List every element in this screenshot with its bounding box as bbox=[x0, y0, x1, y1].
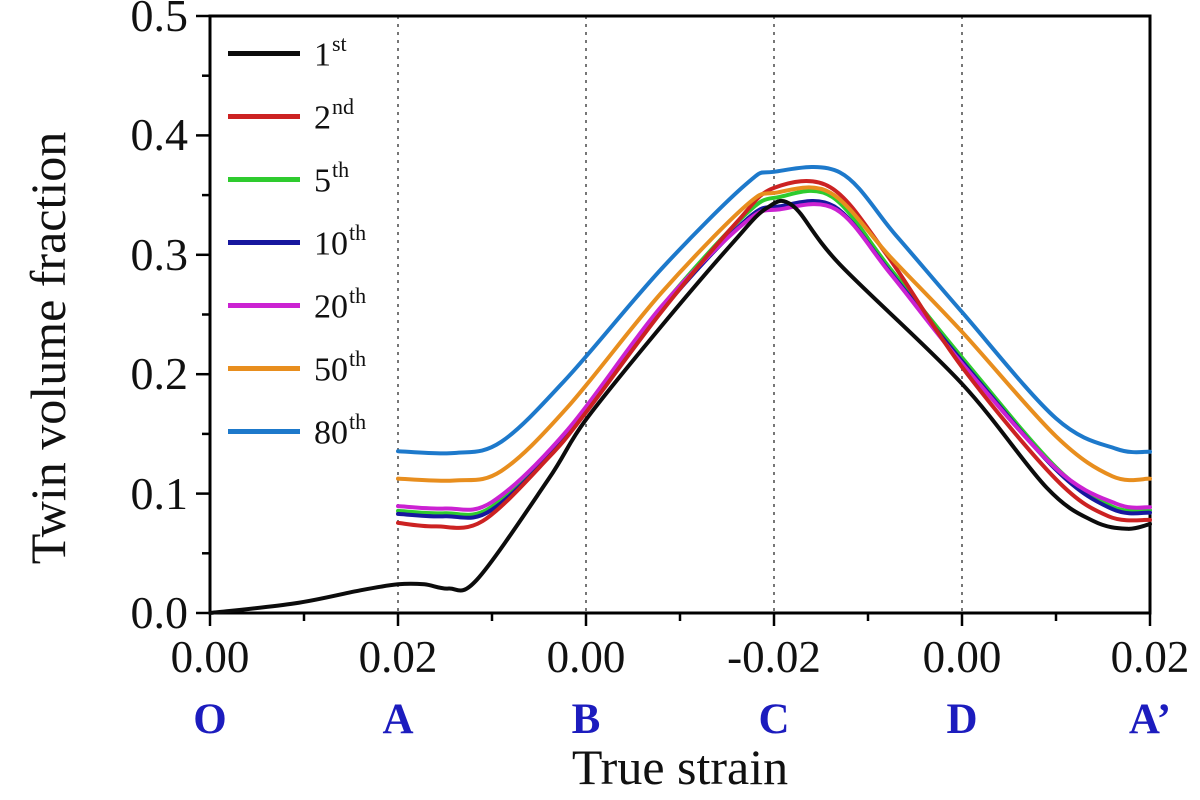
y-tick-label: 0.4 bbox=[130, 109, 189, 161]
landmark-letter-C: C bbox=[758, 696, 790, 743]
legend-item-2nd: 2nd bbox=[228, 85, 365, 148]
legend-label-ordinal-suffix: nd bbox=[332, 93, 354, 119]
x-tick-label: 0.00 bbox=[170, 632, 250, 682]
series-line-20th bbox=[396, 202, 1152, 512]
legend-label: 50th bbox=[314, 345, 367, 389]
legend-label: 1st bbox=[314, 30, 347, 74]
series-line-80th bbox=[396, 165, 1152, 456]
legend-label: 10th bbox=[314, 219, 367, 263]
legend-item-80th: 80th bbox=[228, 400, 367, 463]
landmark-letter-B: B bbox=[571, 696, 601, 743]
x-tick-label: 0.00 bbox=[922, 632, 1002, 682]
legend-line-sample bbox=[228, 366, 300, 371]
x-tick-label: 0.02 bbox=[1110, 632, 1190, 682]
legend-label: 2nd bbox=[314, 93, 354, 137]
legend-item-5th: 5th bbox=[228, 148, 365, 211]
x-tick-label: 0.00 bbox=[546, 632, 626, 682]
legend-label: 20th bbox=[314, 282, 367, 326]
y-axis-label: Twin volume fraction bbox=[20, 131, 76, 565]
landmark-letter-A: A bbox=[382, 696, 414, 743]
legend-line-sample bbox=[228, 429, 300, 434]
landmark-letter-A’: A’ bbox=[1128, 696, 1172, 743]
x-tick-label: -0.02 bbox=[727, 632, 821, 682]
legend-item-10th: 10th bbox=[228, 211, 367, 274]
legend-line-sample bbox=[228, 240, 300, 245]
legend-label-ordinal-suffix: th bbox=[349, 345, 367, 371]
legend-line-sample bbox=[228, 177, 300, 182]
legend-label-ordinal-suffix: th bbox=[349, 282, 367, 308]
legend-item-20th: 20th bbox=[228, 274, 367, 337]
landmark-letter-D: D bbox=[946, 696, 978, 743]
legend-line-sample bbox=[228, 114, 300, 119]
y-tick-label: 0.3 bbox=[130, 228, 189, 280]
y-tick-label: 0.5 bbox=[130, 0, 189, 41]
legend-item-1st: 1st bbox=[228, 22, 365, 85]
legend-label-ordinal-suffix: th bbox=[332, 156, 350, 182]
x-axis-label: True strain bbox=[571, 739, 789, 795]
landmark-letter-O: O bbox=[193, 696, 227, 743]
legend: 1st 2nd 5th 10th 20th 50th 80th bbox=[228, 22, 367, 463]
legend-label-ordinal-suffix: st bbox=[332, 30, 347, 56]
series-line-50th bbox=[396, 185, 1152, 483]
legend-line-sample bbox=[228, 303, 300, 308]
legend-label: 5th bbox=[314, 156, 350, 200]
y-tick-label: 0.0 bbox=[130, 587, 189, 638]
y-tick-label: 0.1 bbox=[130, 467, 189, 519]
series-line-1st bbox=[208, 198, 1152, 615]
legend-label-ordinal-suffix: th bbox=[349, 408, 367, 434]
legend-label-ordinal-suffix: th bbox=[349, 219, 367, 245]
legend-line-sample bbox=[228, 51, 300, 56]
legend-item-50th: 50th bbox=[228, 337, 367, 400]
legend-label: 80th bbox=[314, 408, 367, 452]
y-tick-label: 0.2 bbox=[130, 348, 189, 400]
x-tick-label: 0.02 bbox=[358, 632, 438, 682]
